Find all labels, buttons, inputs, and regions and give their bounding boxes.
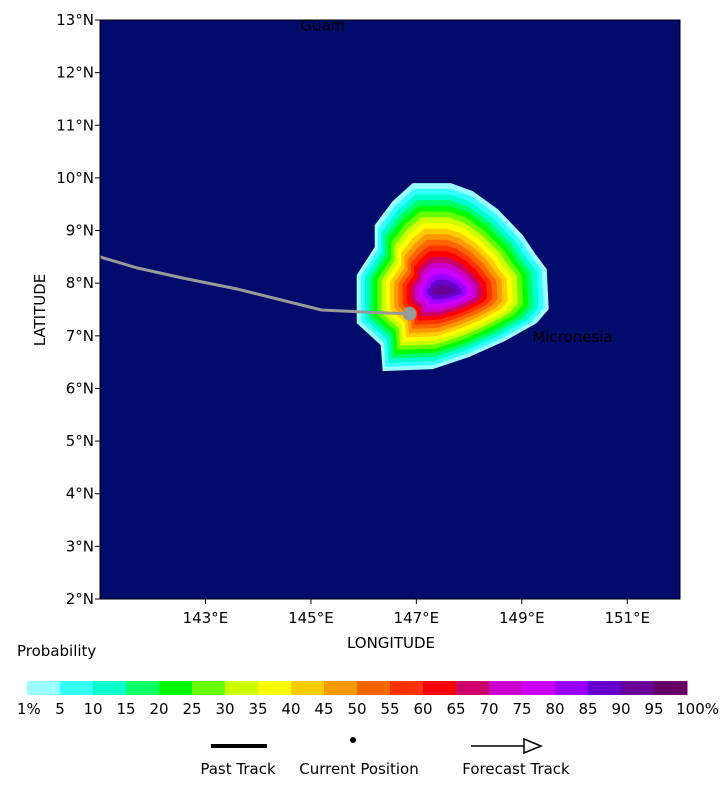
legend: Past Track Current Position Forecast Tra…: [200, 737, 570, 778]
colorbar-tick-label: 1%: [17, 700, 41, 718]
current-position-legend-label: Current Position: [299, 760, 419, 778]
colorbar-tick-label: 30: [215, 700, 234, 718]
colorbar-tick-label: 45: [314, 700, 333, 718]
colorbar-tick-label: 65: [446, 700, 465, 718]
current-position-legend-dot: [350, 737, 356, 743]
colorbar-tick-label: 85: [578, 700, 597, 718]
colorbar-swatch: [324, 681, 358, 695]
colorbar-swatch: [126, 681, 160, 695]
colorbar-tick-label: 90: [611, 700, 630, 718]
colorbar-swatch: [27, 681, 61, 695]
past-track-legend-label: Past Track: [200, 760, 276, 778]
colorbar-swatch: [60, 681, 94, 695]
y-tick-label: 13°N: [56, 11, 94, 29]
colorbar-tick-label: 75: [512, 700, 531, 718]
colorbar-swatch: [291, 681, 325, 695]
past-track-line: [100, 255, 410, 316]
colorbar-tick-label: 20: [149, 700, 168, 718]
probability-contour: [431, 285, 457, 296]
x-tick-label: 149°E: [499, 609, 545, 627]
colorbar-tick-label: 70: [479, 700, 498, 718]
x-tick-label: 147°E: [394, 609, 440, 627]
y-tick-label: 5°N: [66, 432, 94, 450]
y-axis-label: LATITUDE: [31, 274, 49, 347]
y-tick-label: 4°N: [66, 485, 94, 503]
colorbar-swatch: [225, 681, 259, 695]
colorbar-swatch: [654, 681, 688, 695]
x-tick-label: 151°E: [604, 609, 650, 627]
colorbar-swatch: [588, 681, 622, 695]
y-tick-label: 2°N: [66, 590, 94, 608]
colorbar-title: Probability: [17, 642, 96, 660]
colorbar-swatch: [390, 681, 424, 695]
colorbar-tick-label: 15: [116, 700, 135, 718]
colorbar-tick-label: 100%: [676, 700, 719, 718]
colorbar-tick-label: 50: [347, 700, 366, 718]
colorbar-swatch: [489, 681, 523, 695]
plot-frame: [99, 19, 681, 600]
colorbar-tick-label: 80: [545, 700, 564, 718]
x-axis-label: LONGITUDE: [347, 634, 435, 652]
colorbar-tick-label: 40: [281, 700, 300, 718]
y-tick-label: 10°N: [56, 169, 94, 187]
colorbar-swatch: [192, 681, 226, 695]
y-tick-label: 9°N: [66, 222, 94, 240]
colorbar-swatch: [456, 681, 490, 695]
colorbar-swatch: [357, 681, 391, 695]
forecast-track-legend-arrow: [523, 737, 543, 755]
colorbar-tick-label: 60: [413, 700, 432, 718]
colorbar-swatch: [258, 681, 292, 695]
colorbar: 1% 5 10 15 20 25 30 35 40 45 50 55 60 65 70 75 80 85 90 95 1…: [17, 681, 719, 718]
place-label: Guam: [300, 16, 345, 34]
colorbar-swatch: [522, 681, 556, 695]
forecast-track-legend-label: Forecast Track: [462, 760, 570, 778]
place-labels: Guam Micronesia: [300, 16, 612, 346]
y-tick-label: 11°N: [56, 116, 94, 134]
colorbar-swatch: [93, 681, 127, 695]
colorbar-swatch: [621, 681, 655, 695]
axes: 2°N 3°N 4°N 5°N 6°N 7°N 8°N 9°N 10°N 11°N 12°N 13°N…: [56, 11, 681, 627]
x-tick-label: 143°E: [183, 609, 229, 627]
track-layer: [100, 255, 417, 321]
x-tick-label: 145°E: [288, 609, 334, 627]
colorbar-tick-label: 10: [83, 700, 102, 718]
y-tick-label: 8°N: [66, 274, 94, 292]
colorbar-tick-label: 95: [644, 700, 663, 718]
colorbar-swatch: [159, 681, 193, 695]
colorbar-swatch: [555, 681, 589, 695]
y-tick-label: 6°N: [66, 379, 94, 397]
colorbar-tick-label: 35: [248, 700, 267, 718]
y-tick-label: 12°N: [56, 64, 94, 82]
colorbar-swatch: [423, 681, 457, 695]
colorbar-tick-label: 25: [182, 700, 201, 718]
colorbar-tick-label: 5: [55, 700, 65, 718]
colorbar-tick-label: 55: [380, 700, 399, 718]
y-tick-label: 3°N: [66, 537, 94, 555]
place-label: Micronesia: [532, 328, 612, 346]
y-tick-label: 7°N: [66, 327, 94, 345]
current-position-marker: [402, 306, 417, 321]
